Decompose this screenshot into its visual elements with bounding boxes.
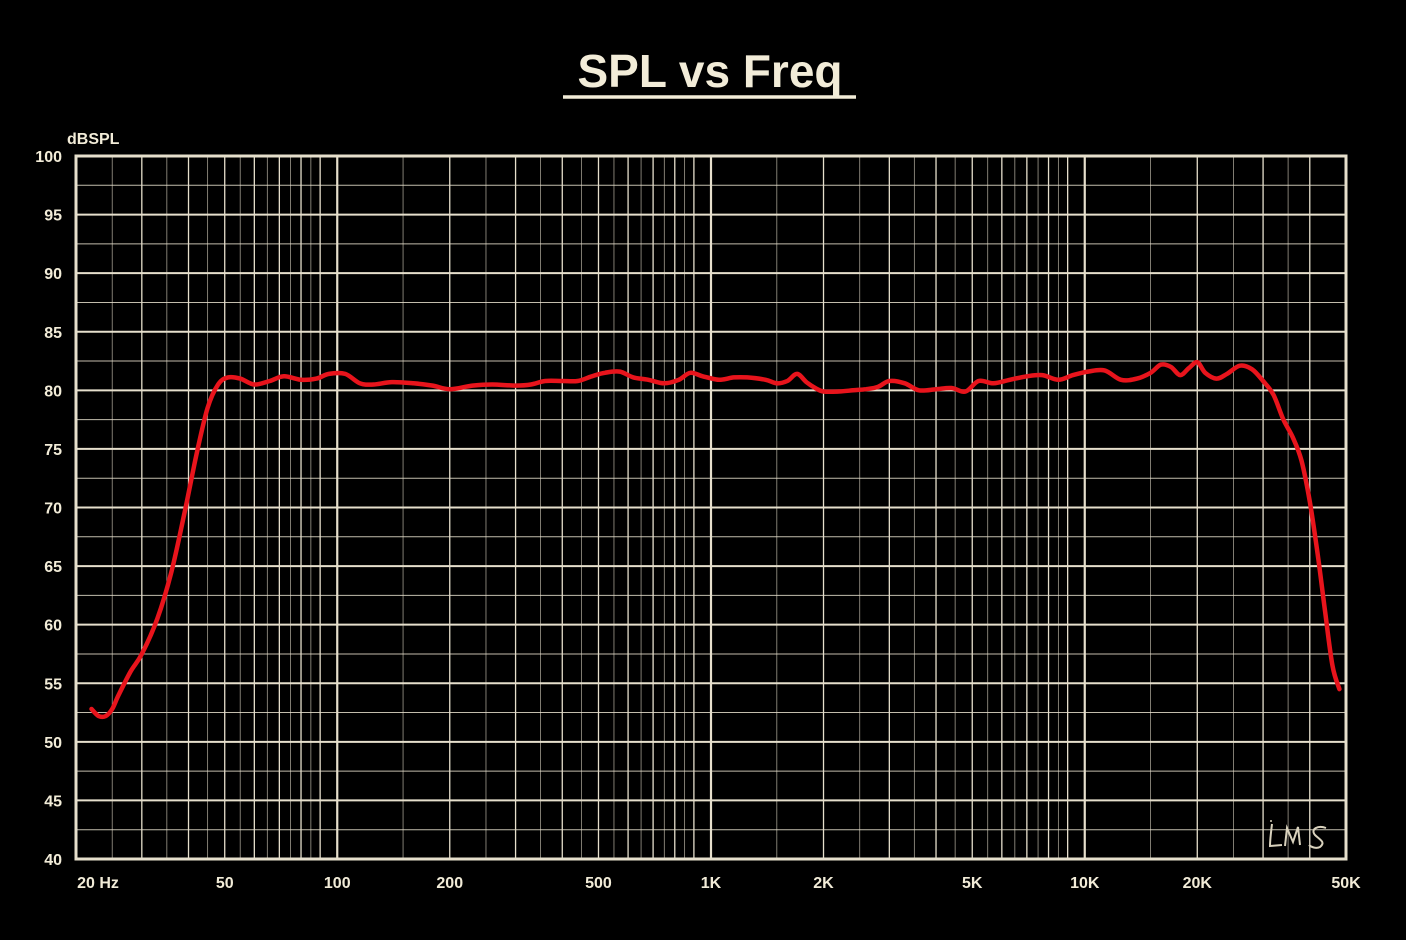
y-tick-label: 90 [44,266,62,283]
x-tick-label: 50 [216,875,234,892]
x-tick-label: 5K [962,875,983,892]
x-tick-label: 50K [1331,875,1361,892]
lms-logo [1268,820,1327,849]
x-tick-label: 500 [585,875,612,892]
x-tick-label: 20 Hz [77,875,119,892]
grid-layer [74,154,1348,861]
y-tick-label: 80 [44,383,62,400]
y-tick-label: 60 [44,618,62,635]
x-tick-label: 200 [436,875,463,892]
tick-labels: 100 95 90 85 80 75 70 65 60 55 50 45 40 20 Hz 50 100 200… [35,149,1361,892]
y-tick-label: 70 [44,501,62,518]
plot-frame [74,154,1348,861]
y-tick-label: 50 [44,735,62,752]
y-tick-label: 55 [44,676,62,693]
y-tick-label: 85 [44,325,62,342]
y-tick-label: 40 [44,852,62,869]
chart-title: SPL vs Freq [577,45,842,97]
x-tick-label: 100 [324,875,351,892]
y-axis-label: dBSPL [67,131,120,148]
x-tick-label: 2K [813,875,834,892]
x-tick-label: 10K [1070,875,1100,892]
y-tick-label: 75 [44,442,62,459]
x-tick-label: 1K [701,875,722,892]
y-tick-label: 45 [44,793,62,810]
y-tick-label: 100 [35,149,62,166]
x-tick-label: 20K [1183,875,1213,892]
y-tick-label: 65 [44,559,62,576]
spl-series-line [89,359,1342,720]
y-tick-label: 95 [44,208,62,225]
series-layer [89,359,1342,720]
